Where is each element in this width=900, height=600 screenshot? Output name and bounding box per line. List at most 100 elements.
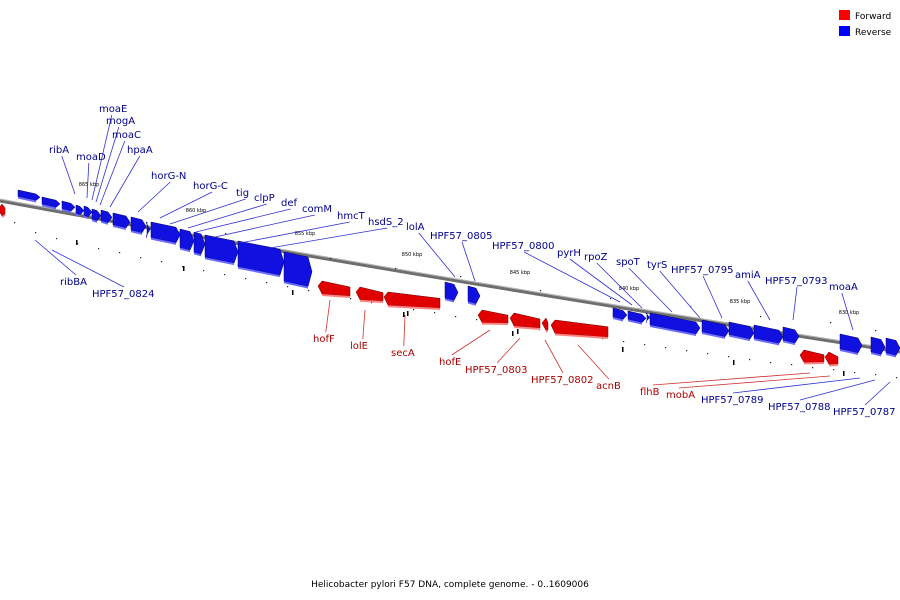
reverse-gene-arrow[interactable] xyxy=(870,336,886,355)
forward-gene-arrow[interactable] xyxy=(824,351,839,365)
leader-line xyxy=(362,309,366,340)
gene-label-moae[interactable]: moaE xyxy=(99,104,127,115)
grid-dot xyxy=(460,276,462,278)
gene-label-moga[interactable]: mogA xyxy=(106,116,135,127)
gene-label-rpoz[interactable]: rpoZ xyxy=(584,252,608,263)
gene-label-hpf57-0805[interactable]: HPF57_0805 xyxy=(430,231,492,242)
grid-dot xyxy=(98,248,100,250)
gene-label-hofe[interactable]: hofE xyxy=(439,357,461,368)
gene-label-comm[interactable]: comM xyxy=(302,204,332,215)
reverse-gene-arrow[interactable] xyxy=(753,324,784,344)
tick-label-830-kbp: 830 kbp xyxy=(839,310,859,316)
forward-gene-arrow[interactable] xyxy=(799,349,825,363)
gene-label-hpf57-0795[interactable]: HPF57_0795 xyxy=(671,265,733,276)
grid-dot xyxy=(308,290,310,292)
gene-label-hpf57-0803[interactable]: HPF57_0803 xyxy=(465,365,527,376)
reverse-gene-shadow xyxy=(702,332,725,339)
reverse-gene-arrow[interactable] xyxy=(179,228,195,251)
gene-label-tig[interactable]: tig xyxy=(236,188,249,199)
reverse-gene-arrow[interactable] xyxy=(17,189,41,201)
gene-label-horg-c[interactable]: horG-C xyxy=(193,181,228,192)
reverse-gene-arrow[interactable] xyxy=(782,326,800,344)
reverse-gene-arrow[interactable] xyxy=(193,231,206,255)
grid-dot xyxy=(830,322,832,324)
gene-label-spot[interactable]: spoT xyxy=(616,257,641,268)
gene-label-lola[interactable]: lolA xyxy=(406,222,425,233)
gene-label-moba[interactable]: mobA xyxy=(666,390,695,401)
leader-line xyxy=(864,381,891,406)
reverse-gene-arrow[interactable] xyxy=(839,333,863,354)
gene-label-hpf57-0787[interactable]: HPF57_0787 xyxy=(833,407,895,418)
reverse-gene-arrow[interactable] xyxy=(645,312,651,322)
leader-line xyxy=(325,299,331,333)
gene-label-moaa[interactable]: moaA xyxy=(829,282,858,293)
reverse-gene-arrow[interactable] xyxy=(112,212,131,229)
gene-label-acnb[interactable]: acnB xyxy=(596,381,621,392)
grid-dot xyxy=(770,362,772,364)
gene-label-horg-n[interactable]: horG-N xyxy=(151,171,186,182)
gene-label-amia[interactable]: amiA xyxy=(735,270,761,281)
gene-label-hpf57-0800[interactable]: HPF57_0800 xyxy=(492,241,554,252)
reverse-gene-arrow[interactable] xyxy=(91,208,102,222)
reverse-gene-arrow[interactable] xyxy=(61,200,76,212)
forward-gene-arrow[interactable] xyxy=(355,286,384,302)
gene-label-flhb[interactable]: flhB xyxy=(640,387,660,398)
gene-label-hpf57-0788[interactable]: HPF57_0788 xyxy=(768,402,830,413)
reverse-gene-arrow[interactable] xyxy=(150,221,181,244)
gene-label-hpf57-0793[interactable]: HPF57_0793 xyxy=(765,276,827,287)
tick-label-865-kbp: 865 kbp xyxy=(79,182,99,188)
gene-label-clpp[interactable]: clpP xyxy=(254,193,275,204)
gene-label-moad[interactable]: moaD xyxy=(76,152,106,163)
reverse-gene-arrow[interactable] xyxy=(612,307,628,320)
gene-label-ribba[interactable]: ribBA xyxy=(60,277,87,288)
gene-label-hpf57-0802[interactable]: HPF57_0802 xyxy=(531,375,593,386)
leader-line xyxy=(496,337,521,364)
reverse-gene-arrow[interactable] xyxy=(444,281,459,301)
grid-dot xyxy=(350,298,352,300)
gene-label-seca[interactable]: secA xyxy=(391,348,415,359)
gene-label-def[interactable]: def xyxy=(281,198,298,209)
gene-label-hoff[interactable]: hofF xyxy=(313,334,335,345)
reverse-gene-shadow xyxy=(113,225,126,231)
reverse-gene-arrow[interactable] xyxy=(83,205,93,218)
forward-gene-shadow xyxy=(829,364,838,367)
gene-label-hpf57-0789[interactable]: HPF57_0789 xyxy=(701,395,763,406)
grid-dot xyxy=(161,261,163,263)
gene-label-hmct[interactable]: hmcT xyxy=(337,211,366,222)
reverse-gene-arrow[interactable] xyxy=(649,312,701,335)
reverse-gene-arrow[interactable] xyxy=(41,196,61,208)
reverse-gene-arrow[interactable] xyxy=(885,337,900,356)
forward-gene-arrow[interactable] xyxy=(477,309,509,324)
forward-gene-arrow[interactable] xyxy=(317,280,351,297)
reverse-gene-arrow[interactable] xyxy=(728,321,755,340)
reverse-gene-arrow[interactable] xyxy=(100,209,113,224)
gene-label-hpf57-0824[interactable]: HPF57_0824 xyxy=(92,289,154,300)
gene-label-hsds-2[interactable]: hsdS_2 xyxy=(368,217,404,228)
gene-label-lole[interactable]: lolE xyxy=(350,341,368,352)
forward-gene-arrow[interactable] xyxy=(541,317,549,331)
gene-label-moac[interactable]: moaC xyxy=(112,130,141,141)
forward-gene-arrow[interactable] xyxy=(509,312,541,329)
gene-label-pyrh[interactable]: pyrH xyxy=(557,248,581,259)
reverse-gene-arrow[interactable] xyxy=(204,234,239,264)
gene-features xyxy=(0,189,900,367)
forward-gene-shadow xyxy=(514,326,540,330)
reverse-gene-arrow[interactable] xyxy=(237,240,285,276)
gene-label-riba[interactable]: ribA xyxy=(49,145,69,156)
reverse-gene-arrow[interactable] xyxy=(130,216,147,234)
grid-dot xyxy=(728,356,730,358)
reverse-gene-arrow[interactable] xyxy=(701,319,730,338)
grid-dot xyxy=(540,290,542,292)
reverse-gene-arrow[interactable] xyxy=(145,221,151,237)
reverse-gene-arrow[interactable] xyxy=(627,310,647,323)
grid-dot xyxy=(665,347,667,349)
gene-label-hpaa[interactable]: hpaA xyxy=(127,145,153,156)
reverse-gene-arrow[interactable] xyxy=(283,251,313,287)
tick-label-845-kbp: 845 kbp xyxy=(510,270,530,276)
reverse-gene-arrow[interactable] xyxy=(75,204,85,216)
forward-gene-arrow[interactable] xyxy=(0,203,6,217)
tick-label-835-kbp: 835 kbp xyxy=(730,299,750,305)
gene-label-tyrs[interactable]: tyrS xyxy=(647,260,667,271)
reverse-gene-arrow[interactable] xyxy=(467,285,481,305)
